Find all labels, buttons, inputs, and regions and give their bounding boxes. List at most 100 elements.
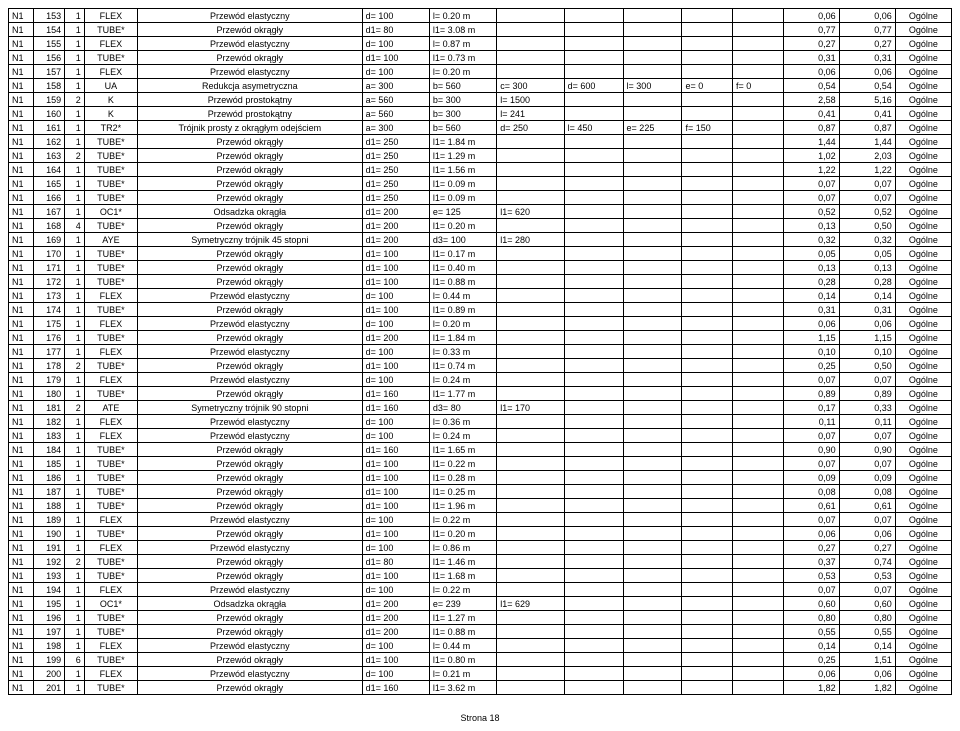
table-cell: 0,80 <box>839 611 895 625</box>
table-cell <box>682 9 733 23</box>
table-cell <box>564 163 623 177</box>
table-row: N11751FLEXPrzewód elastycznyd= 100l= 0.2… <box>9 317 952 331</box>
table-cell: Przewód okrągły <box>138 499 363 513</box>
table-cell <box>733 667 784 681</box>
table-cell: d1= 100 <box>362 457 429 471</box>
table-cell: 1 <box>65 485 85 499</box>
table-cell <box>497 639 564 653</box>
table-cell <box>682 541 733 555</box>
table-cell <box>497 611 564 625</box>
table-cell: d1= 250 <box>362 149 429 163</box>
table-cell: l1= 0.09 m <box>429 191 496 205</box>
table-row: N11971TUBE*Przewód okrągłyd1= 200l1= 0.8… <box>9 625 952 639</box>
table-cell <box>733 23 784 37</box>
table-cell: 0,06 <box>783 317 839 331</box>
table-cell: FLEX <box>84 429 137 443</box>
table-cell: d1= 100 <box>362 527 429 541</box>
table-cell: l1= 0.88 m <box>429 625 496 639</box>
table-cell <box>497 443 564 457</box>
table-row: N11831FLEXPrzewód elastycznyd= 100l= 0.2… <box>9 429 952 443</box>
table-cell <box>623 639 682 653</box>
table-cell: Ogólne <box>895 639 951 653</box>
table-cell <box>623 667 682 681</box>
table-cell: FLEX <box>84 513 137 527</box>
table-row: N11661TUBE*Przewód okrągłyd1= 250l1= 0.0… <box>9 191 952 205</box>
table-cell <box>682 275 733 289</box>
table-cell: Ogólne <box>895 51 951 65</box>
table-cell: TUBE* <box>84 653 137 667</box>
table-cell: Przewód okrągły <box>138 485 363 499</box>
table-cell: 1 <box>65 37 85 51</box>
table-cell <box>682 65 733 79</box>
table-cell: Ogólne <box>895 625 951 639</box>
table-cell: Przewód elastyczny <box>138 289 363 303</box>
table-cell: Ogólne <box>895 149 951 163</box>
table-row: N11941FLEXPrzewód elastycznyd= 100l= 0.2… <box>9 583 952 597</box>
table-cell: 1 <box>65 471 85 485</box>
table-cell: l1= 0.80 m <box>429 653 496 667</box>
table-cell: Przewód prostokątny <box>138 107 363 121</box>
table-cell: b= 300 <box>429 93 496 107</box>
table-cell: d= 100 <box>362 65 429 79</box>
table-cell: Przewód okrągły <box>138 653 363 667</box>
table-cell <box>682 443 733 457</box>
table-cell: l= 0.20 m <box>429 317 496 331</box>
table-cell: N1 <box>9 485 34 499</box>
table-cell: 0,05 <box>783 247 839 261</box>
table-cell: Ogólne <box>895 233 951 247</box>
table-cell <box>623 51 682 65</box>
table-cell: 0,07 <box>839 177 895 191</box>
table-cell: 1,51 <box>839 653 895 667</box>
table-cell <box>733 387 784 401</box>
table-cell: 179 <box>34 373 65 387</box>
table-cell: Przewód elastyczny <box>138 65 363 79</box>
table-cell: TUBE* <box>84 527 137 541</box>
table-cell <box>682 373 733 387</box>
table-cell: 185 <box>34 457 65 471</box>
table-cell <box>623 513 682 527</box>
table-row: N12011TUBE*Przewód okrągłyd1= 160l1= 3.6… <box>9 681 952 695</box>
table-cell <box>623 541 682 555</box>
table-cell: 1 <box>65 177 85 191</box>
table-cell <box>682 611 733 625</box>
table-cell: d= 100 <box>362 429 429 443</box>
table-cell: N1 <box>9 205 34 219</box>
table-cell <box>497 331 564 345</box>
table-cell <box>733 541 784 555</box>
table-row: N11592KPrzewód prostokątnya= 560b= 300l=… <box>9 93 952 107</box>
table-row: N11561TUBE*Przewód okrągłyd1= 100l1= 0.7… <box>9 51 952 65</box>
table-cell: AYE <box>84 233 137 247</box>
table-cell: 6 <box>65 653 85 667</box>
table-cell: d1= 160 <box>362 681 429 695</box>
table-cell <box>623 485 682 499</box>
table-cell: Przewód elastyczny <box>138 541 363 555</box>
table-cell <box>497 583 564 597</box>
table-cell: Ogólne <box>895 93 951 107</box>
table-cell <box>564 317 623 331</box>
table-cell: 190 <box>34 527 65 541</box>
table-cell: 180 <box>34 387 65 401</box>
table-cell <box>733 219 784 233</box>
table-cell: 160 <box>34 107 65 121</box>
table-cell: 201 <box>34 681 65 695</box>
table-cell <box>564 387 623 401</box>
table-cell: l1= 0.88 m <box>429 275 496 289</box>
table-cell: d1= 100 <box>362 275 429 289</box>
table-cell: N1 <box>9 345 34 359</box>
table-cell: l= 0.86 m <box>429 541 496 555</box>
table-cell: a= 560 <box>362 107 429 121</box>
table-cell: 153 <box>34 9 65 23</box>
table-cell <box>733 429 784 443</box>
table-cell: TUBE* <box>84 261 137 275</box>
table-cell: 1 <box>65 51 85 65</box>
table-cell <box>682 415 733 429</box>
table-cell: 0,31 <box>839 303 895 317</box>
table-cell: d1= 200 <box>362 233 429 247</box>
table-cell: 156 <box>34 51 65 65</box>
table-cell: N1 <box>9 359 34 373</box>
table-cell: 159 <box>34 93 65 107</box>
table-cell <box>623 527 682 541</box>
table-cell: 0,17 <box>783 401 839 415</box>
table-cell <box>497 373 564 387</box>
table-cell: l= 0.33 m <box>429 345 496 359</box>
